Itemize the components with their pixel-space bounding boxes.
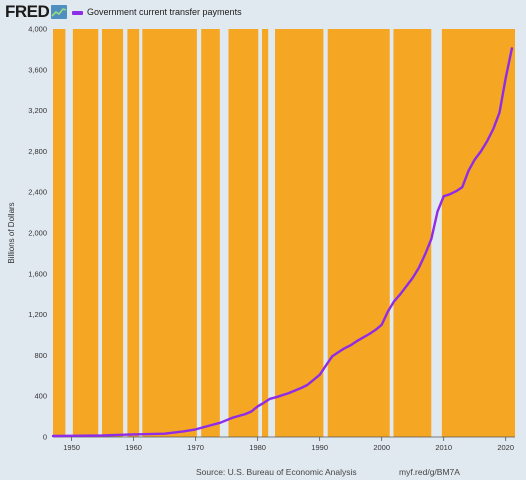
y-tick-label: 3,200 bbox=[28, 106, 47, 115]
y-tick-label: 3,600 bbox=[28, 65, 47, 74]
plot-band-2 bbox=[101, 29, 124, 437]
x-tick-label: 2020 bbox=[497, 443, 514, 452]
legend-label[interactable]: Government current transfer payments bbox=[87, 7, 242, 17]
line-chart-icon bbox=[51, 5, 67, 19]
plot-band-7 bbox=[261, 29, 269, 437]
fred-logo[interactable]: FRED bbox=[5, 2, 50, 21]
x-tick-label: 2000 bbox=[373, 443, 390, 452]
plot-band-8 bbox=[275, 29, 324, 437]
y-tick-label: 800 bbox=[34, 351, 47, 360]
y-tick-label: 2,000 bbox=[28, 229, 47, 238]
x-tick-label: 1960 bbox=[125, 443, 142, 452]
plot-band-0 bbox=[53, 29, 66, 437]
y-tick-label: 0 bbox=[43, 433, 47, 442]
y-tick-label: 4,000 bbox=[28, 25, 47, 34]
x-tick-label: 1980 bbox=[249, 443, 266, 452]
y-axis-ticks: 0 400 800 1,200 1,600 2,000 2,400 2,800 3,200 3,6… bbox=[28, 25, 47, 442]
x-tick-label: 1990 bbox=[311, 443, 328, 452]
x-tick-label: 2010 bbox=[435, 443, 452, 452]
y-tick-label: 2,400 bbox=[28, 188, 47, 197]
x-axis-ticks: 1950 1960 1970 1980 1990 2000 2010 2020 bbox=[63, 437, 514, 452]
recession-bands bbox=[53, 29, 515, 437]
plot-band-1 bbox=[72, 29, 99, 437]
plot-band-6 bbox=[228, 29, 259, 437]
y-tick-label: 1,200 bbox=[28, 310, 47, 319]
series-line bbox=[51, 47, 514, 438]
plot-band-5 bbox=[201, 29, 220, 437]
y-tick-label: 400 bbox=[34, 392, 47, 401]
x-tick-label: 1970 bbox=[187, 443, 204, 452]
plot-band-3 bbox=[127, 29, 140, 437]
chart-header: FRED Government current transfer payment… bbox=[0, 0, 526, 26]
y-axis-title: Billions of Dollars bbox=[7, 202, 16, 263]
plot-band-4 bbox=[142, 29, 197, 437]
short-link[interactable]: myf.red/g/BM7A bbox=[399, 467, 460, 477]
plot-band-9 bbox=[327, 29, 390, 437]
plot-band-10 bbox=[393, 29, 432, 437]
y-tick-label: 1,600 bbox=[28, 269, 47, 278]
y-tick-label: 2,800 bbox=[28, 147, 47, 156]
legend-swatch bbox=[72, 11, 83, 15]
x-tick-label: 1950 bbox=[63, 443, 80, 452]
source-note: Source: U.S. Bureau of Economic Analysis bbox=[196, 467, 357, 477]
